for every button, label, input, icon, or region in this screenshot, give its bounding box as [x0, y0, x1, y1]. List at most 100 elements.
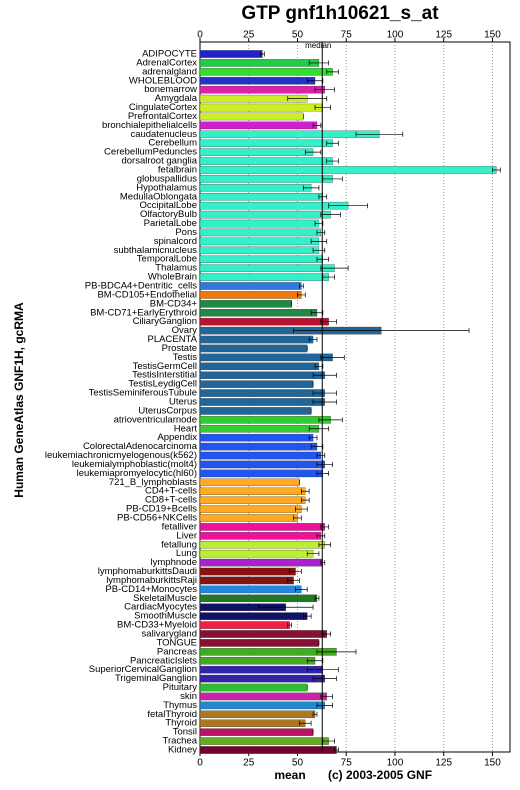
- bar: [199, 541, 325, 549]
- category-label: CerebellumPeduncles: [104, 147, 197, 158]
- x-tick-label-top: 50: [292, 30, 304, 41]
- category-label: BM-CD34+: [150, 298, 198, 309]
- bar: [199, 166, 497, 174]
- category-label: Pancreas: [157, 646, 197, 657]
- error-bar: [293, 515, 302, 521]
- bar: [199, 228, 322, 237]
- error-bar: [316, 649, 357, 655]
- error-bar: [297, 292, 306, 298]
- error-bar: [492, 167, 501, 173]
- error-bar: [318, 542, 331, 548]
- bar: [199, 264, 335, 272]
- error-bar: [322, 274, 335, 280]
- error-bar: [312, 372, 337, 378]
- bar: [199, 657, 316, 665]
- bar: [199, 442, 318, 451]
- error-bar: [320, 265, 349, 271]
- category-label: caudatenucleus: [130, 129, 197, 140]
- bar: [199, 219, 320, 228]
- bar: [199, 246, 320, 255]
- bar: [199, 77, 316, 85]
- error-bar: [260, 51, 265, 57]
- category-label: SmoothMuscle: [134, 611, 197, 622]
- error-bar: [308, 435, 318, 441]
- category-label: adrenalgland: [142, 66, 197, 77]
- bar: [199, 130, 380, 139]
- error-bar: [314, 595, 320, 601]
- median-label: median: [305, 41, 331, 50]
- error-bar: [312, 122, 322, 128]
- bar: [199, 460, 325, 469]
- error-bar: [302, 185, 320, 191]
- error-bar: [308, 337, 318, 343]
- error-bar: [326, 140, 339, 146]
- error-bar: [322, 176, 343, 182]
- category-label: CiliaryGanglion: [133, 316, 197, 327]
- category-label: Appendix: [157, 432, 197, 443]
- category-label: MedullaOblongata: [120, 191, 198, 202]
- x-tick-label-bottom: 75: [341, 758, 353, 769]
- category-label: PrefrontalCortex: [128, 111, 197, 122]
- bar: [199, 371, 325, 379]
- category-label: TestisGermCell: [133, 361, 197, 372]
- bar: [199, 210, 331, 219]
- bar: [199, 576, 294, 585]
- bar: [199, 558, 323, 567]
- x-tick-label-top: 75: [341, 30, 353, 41]
- bar: [199, 103, 323, 112]
- category-label: Uterus: [169, 397, 197, 408]
- category-label: Hypothalamus: [136, 182, 197, 193]
- bar: [199, 728, 314, 736]
- bar: [199, 648, 337, 656]
- error-bar: [308, 60, 330, 66]
- bar: [199, 710, 316, 719]
- bar: [199, 621, 290, 629]
- error-bar: [312, 247, 326, 253]
- category-label: fetalbrain: [158, 165, 197, 176]
- error-bar: [320, 693, 333, 699]
- category-label: TestisLeydigCell: [128, 379, 197, 390]
- error-bar: [320, 354, 345, 360]
- bar: [199, 451, 322, 460]
- category-label: AdrenalCortex: [136, 57, 197, 68]
- error-bar: [316, 229, 326, 235]
- category-label: BM-CD105+Endothelial: [97, 289, 197, 300]
- category-label: lymphomaburkittsDaudi: [98, 566, 197, 577]
- error-bar: [304, 149, 322, 155]
- bar: [199, 487, 306, 495]
- y-axis-label: Human GeneAtlas GNF1H, gcRMA: [12, 302, 26, 498]
- bar: [199, 282, 302, 290]
- category-label: Tonsil: [173, 727, 197, 738]
- category-label: TrigeminalGanglion: [115, 673, 197, 684]
- bar: [199, 532, 322, 540]
- error-bar: [310, 444, 324, 450]
- category-label: PB-BDCA4+Dentritic_cells: [85, 281, 197, 292]
- bar: [199, 514, 298, 522]
- category-label: OlfactoryBulb: [140, 209, 197, 220]
- bar: [199, 344, 308, 353]
- category-label: PancreaticIslets: [130, 655, 197, 666]
- category-label: TONGUE: [157, 637, 197, 648]
- error-bar: [306, 658, 324, 664]
- category-label: bronchialepithelialcells: [102, 120, 197, 131]
- bar: [199, 737, 329, 745]
- error-bar: [312, 390, 337, 396]
- bar: [199, 630, 327, 638]
- error-bar: [326, 158, 339, 164]
- category-label: salivarygland: [142, 629, 197, 640]
- bar: [199, 237, 320, 246]
- category-label: 721_B_lymphoblasts: [109, 477, 197, 488]
- category-label: Cerebellum: [148, 138, 197, 149]
- bar: [199, 291, 302, 299]
- bar: [199, 478, 300, 487]
- error-bar: [295, 506, 308, 512]
- bar: [199, 362, 320, 371]
- category-label: leukemialymphoblastic(molt4): [72, 459, 197, 470]
- bar: [199, 433, 314, 442]
- bar: [199, 335, 314, 344]
- bar: [199, 674, 325, 683]
- x-tick-label-bottom: 100: [387, 758, 404, 769]
- category-label: Testis: [173, 352, 198, 363]
- category-label: globuspallidus: [137, 173, 197, 184]
- error-bar: [316, 461, 333, 467]
